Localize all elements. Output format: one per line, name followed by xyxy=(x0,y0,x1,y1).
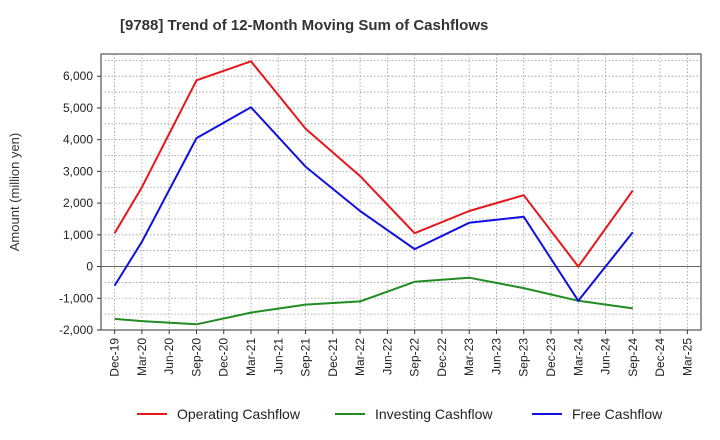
x-tick-label: Sep-23 xyxy=(517,338,531,377)
plot-area xyxy=(100,53,702,331)
x-tick-label: Mar-23 xyxy=(462,338,476,376)
legend-label: Operating Cashflow xyxy=(177,406,301,422)
x-tick-label: Jun-20 xyxy=(162,338,176,375)
grid-lines xyxy=(101,54,701,330)
x-tick-label: Jun-22 xyxy=(380,338,394,375)
x-tick-label: Dec-24 xyxy=(653,338,667,377)
series-lines xyxy=(113,60,634,326)
y-axis-ticks: -2,000 -1,000 0 1,000 2,000 3,000 4,000 5,000 6,… xyxy=(59,69,101,337)
x-tick-label: Mar-25 xyxy=(680,338,694,376)
x-tick-label: Jun-23 xyxy=(489,338,503,375)
x-tick-label: Jun-24 xyxy=(599,338,613,375)
x-tick-label: Dec-21 xyxy=(326,338,340,377)
y-tick-label: 0 xyxy=(86,260,93,274)
legend-label: Free Cashflow xyxy=(572,406,663,422)
series-line xyxy=(114,276,633,326)
x-tick-label: Sep-24 xyxy=(626,338,640,377)
y-tick-label: -1,000 xyxy=(59,291,93,305)
x-tick-label: Mar-24 xyxy=(571,338,585,376)
y-tick-label: 3,000 xyxy=(63,164,93,178)
series-line xyxy=(113,60,634,268)
x-tick-label: Dec-19 xyxy=(108,338,122,377)
x-axis-ticks: Dec-19 Mar-20 Jun-20 Sep-20 Dec-20 Mar-21 Jun-… xyxy=(108,330,694,377)
x-tick-label: Sep-22 xyxy=(408,338,422,377)
x-tick-label: Sep-20 xyxy=(189,338,203,377)
legend-label: Investing Cashflow xyxy=(375,406,493,422)
y-tick-label: 5,000 xyxy=(63,101,93,115)
x-tick-label: Dec-23 xyxy=(544,338,558,377)
x-tick-label: Mar-21 xyxy=(244,338,258,376)
y-tick-label: 4,000 xyxy=(63,133,93,147)
series-line xyxy=(113,106,634,302)
x-tick-label: Jun-21 xyxy=(271,338,285,375)
y-tick-label: 6,000 xyxy=(63,69,93,83)
y-axis-label: Amount (million yen) xyxy=(7,133,22,252)
x-tick-label: Mar-20 xyxy=(135,338,149,376)
chart-title: [9788] Trend of 12-Month Moving Sum of C… xyxy=(120,17,488,34)
legend: Operating Cashflow Investing Cashflow Free… xyxy=(137,406,663,422)
y-tick-label: -2,000 xyxy=(59,323,93,337)
x-tick-label: Dec-20 xyxy=(217,338,231,377)
y-tick-label: 2,000 xyxy=(63,196,93,210)
x-tick-label: Dec-22 xyxy=(435,338,449,377)
y-tick-label: 1,000 xyxy=(63,228,93,242)
x-tick-label: Mar-22 xyxy=(353,338,367,376)
x-tick-label: Sep-21 xyxy=(299,338,313,377)
